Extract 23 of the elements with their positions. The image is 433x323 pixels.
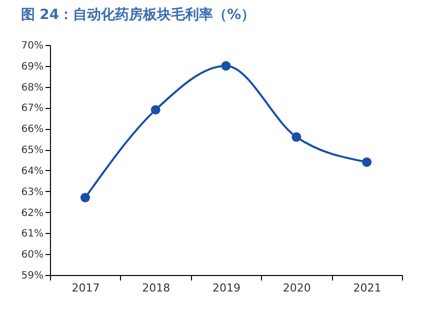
y-tick-label: 68% xyxy=(21,82,44,94)
x-tick-label: 2019 xyxy=(212,282,240,294)
point xyxy=(292,132,302,142)
point xyxy=(80,192,90,202)
y-tick-label: 64% xyxy=(21,166,44,177)
y-tick-label: 59% xyxy=(21,270,44,282)
x-tick-label: 2020 xyxy=(282,282,311,294)
x-tick-label: 2021 xyxy=(353,282,382,294)
y-tick-label: 66% xyxy=(21,124,44,136)
y-tick-label: 63% xyxy=(21,186,44,198)
y-tick-label: 61% xyxy=(21,228,44,240)
y-tick-label: 60% xyxy=(21,250,44,261)
y-tick-label: 62% xyxy=(21,208,44,219)
y-tick-label: 67% xyxy=(21,103,44,114)
x-tick-label: 2018 xyxy=(142,282,170,294)
y-tick-label: 70% xyxy=(21,40,44,52)
y-tick-label: 65% xyxy=(21,145,44,156)
chart-title: 图 24：自动化药房板块毛利率（%） xyxy=(20,6,256,23)
point xyxy=(362,157,372,167)
point xyxy=(150,105,160,115)
point xyxy=(221,61,231,71)
x-tick-label: 2017 xyxy=(72,282,100,294)
y-tick-label: 69% xyxy=(21,61,44,72)
